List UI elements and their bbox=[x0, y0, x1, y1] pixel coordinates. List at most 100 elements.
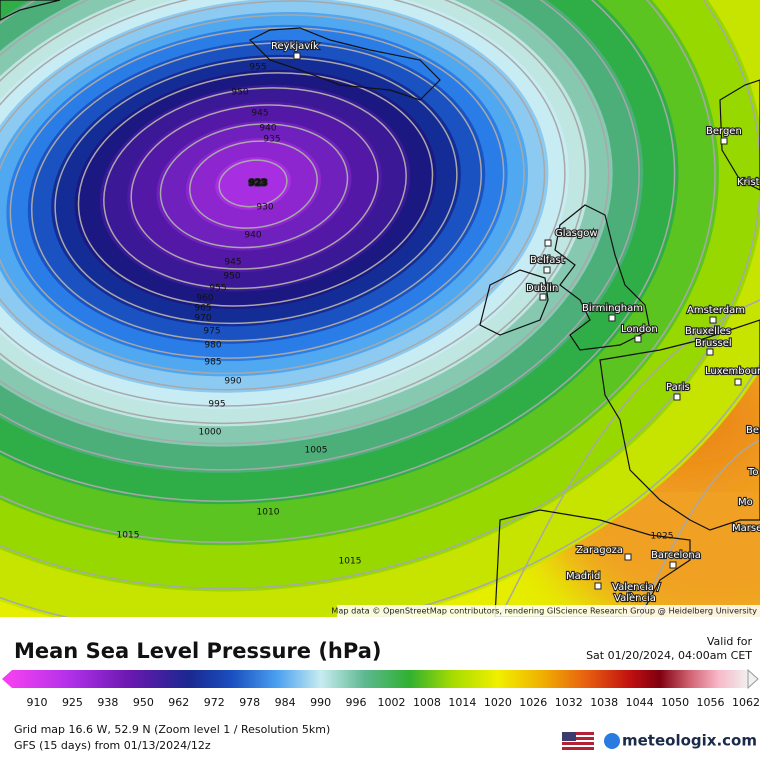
scale-label: 1032 bbox=[555, 696, 583, 709]
scale-label: 1062 bbox=[732, 696, 760, 709]
scale-label: 1044 bbox=[626, 696, 654, 709]
pressure-band bbox=[215, 157, 291, 210]
coastline bbox=[494, 509, 691, 617]
coastline bbox=[719, 79, 760, 191]
isobar bbox=[103, 87, 407, 290]
scale-label: 978 bbox=[239, 696, 260, 709]
isobar-label: 960 bbox=[196, 294, 213, 304]
place-label: Amsterdam bbox=[687, 305, 745, 316]
isobar-label: 940 bbox=[259, 124, 276, 134]
isobar-label: 955 bbox=[209, 284, 226, 294]
place-label: Reykjavík bbox=[271, 40, 319, 52]
place-marker bbox=[709, 316, 717, 324]
isobar-label: 923 bbox=[249, 179, 268, 189]
isobar-label: 1005 bbox=[305, 446, 328, 456]
isobar-label: 955 bbox=[249, 63, 266, 73]
place-marker bbox=[720, 137, 728, 145]
isobar-label: 1010 bbox=[257, 508, 280, 518]
place-marker bbox=[624, 553, 632, 561]
isobar-label: 950 bbox=[223, 272, 240, 282]
scale-label: 1050 bbox=[661, 696, 689, 709]
place-label: València bbox=[614, 592, 656, 604]
scale-label: 1056 bbox=[697, 696, 725, 709]
isobar bbox=[0, 0, 587, 425]
coastline bbox=[599, 319, 760, 531]
scale-label: 1008 bbox=[413, 696, 441, 709]
isobar-label: 1000 bbox=[199, 428, 222, 438]
isobar bbox=[499, 299, 760, 617]
scale-label: 938 bbox=[97, 696, 118, 709]
place-label: Glasgow bbox=[555, 228, 598, 239]
isobar-label: 975 bbox=[203, 327, 220, 337]
isobar-label: 995 bbox=[208, 400, 225, 410]
isobar-label: 940 bbox=[244, 231, 261, 241]
isobar-label: 950 bbox=[231, 88, 248, 98]
place-marker bbox=[734, 378, 742, 386]
valid-label: Valid for bbox=[707, 635, 753, 648]
scale-label: 984 bbox=[275, 696, 296, 709]
isobar bbox=[218, 159, 288, 208]
place-marker bbox=[539, 293, 547, 301]
place-marker bbox=[706, 348, 714, 356]
place-label: Barcelona bbox=[651, 550, 701, 561]
scale-label: 1014 bbox=[448, 696, 476, 709]
scale-label: 910 bbox=[27, 696, 48, 709]
attribution-bg bbox=[337, 605, 760, 617]
place-label: Zaragoza bbox=[576, 545, 623, 556]
scale-label: 1026 bbox=[519, 696, 547, 709]
map: 9239309359409459509559409459509559609659… bbox=[0, 0, 760, 617]
logo-icon bbox=[604, 733, 620, 749]
place-marker bbox=[669, 561, 677, 569]
isobar-label: 990 bbox=[224, 377, 241, 387]
place-label: Luxembourg bbox=[705, 366, 760, 377]
scale-label: 1002 bbox=[378, 696, 406, 709]
isobar-label: 965 bbox=[194, 304, 211, 314]
brand: meteologix.com bbox=[622, 732, 757, 750]
coastline bbox=[479, 269, 549, 336]
footer bbox=[0, 617, 760, 760]
scale-label: 990 bbox=[310, 696, 331, 709]
isobar-label: 945 bbox=[224, 258, 241, 268]
isobar bbox=[159, 123, 349, 249]
isobar-label: 1015 bbox=[117, 531, 140, 541]
isobar bbox=[54, 57, 458, 325]
isobar bbox=[0, 0, 676, 502]
place-label: Valencia / bbox=[612, 582, 661, 593]
isobar bbox=[31, 42, 482, 342]
isobar bbox=[0, 0, 640, 471]
scale-labels: 910 925 938 950 962 972 978 984 990 996 1002 1008 10… bbox=[27, 696, 760, 709]
color-scale bbox=[12, 670, 748, 688]
coastline bbox=[554, 204, 651, 351]
place-label: Be bbox=[746, 425, 759, 436]
place-label: Mo bbox=[738, 497, 753, 508]
scale-label: 962 bbox=[168, 696, 189, 709]
flag bbox=[562, 732, 594, 750]
isobar-label: 945 bbox=[251, 109, 268, 119]
isobar-label: 935 bbox=[263, 135, 280, 145]
isobar-label: 985 bbox=[204, 358, 221, 368]
scale-label: 1020 bbox=[484, 696, 512, 709]
place-label: Bergen bbox=[706, 126, 742, 137]
place-label: Belfast bbox=[530, 255, 565, 266]
place-label: Paris bbox=[666, 382, 690, 393]
place-marker bbox=[594, 582, 602, 590]
isobar-label: 930 bbox=[256, 203, 273, 213]
scale-arrow-high bbox=[747, 668, 759, 690]
place-label: Dublin bbox=[526, 283, 558, 294]
isobar-label: 1025 bbox=[651, 532, 674, 542]
place-marker bbox=[673, 393, 681, 401]
scale-label: 972 bbox=[204, 696, 225, 709]
place-marker bbox=[293, 52, 301, 60]
place-marker bbox=[543, 266, 551, 274]
model-info: GFS (15 days) from 01/13/2024/12z bbox=[14, 739, 211, 752]
place-label: Birmingham bbox=[582, 303, 643, 314]
isobar bbox=[0, 0, 546, 391]
place-label: Marse bbox=[732, 523, 760, 534]
coastline bbox=[0, 0, 61, 21]
scale-label: 925 bbox=[62, 696, 83, 709]
place-marker bbox=[544, 239, 552, 247]
isobar bbox=[0, 14, 525, 375]
isobar bbox=[639, 439, 760, 617]
isobar bbox=[9, 27, 505, 359]
